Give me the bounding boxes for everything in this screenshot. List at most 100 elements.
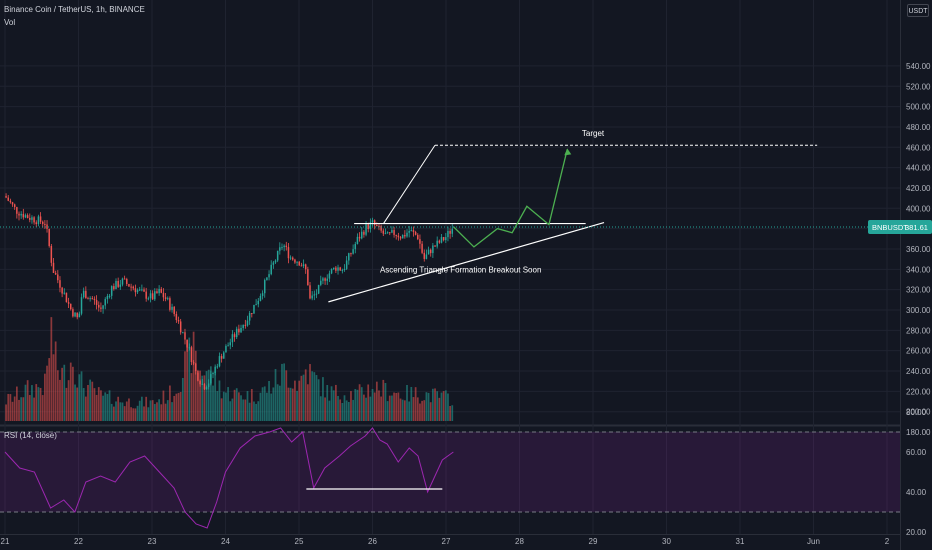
volume-bar	[283, 363, 286, 421]
candle-body	[345, 260, 348, 269]
candle-body	[13, 204, 16, 208]
candle-body	[171, 306, 173, 310]
candle-body	[276, 250, 279, 261]
candle-body	[395, 234, 397, 236]
volume-bar	[250, 389, 253, 421]
candle-body	[52, 262, 55, 273]
volume-bar	[401, 399, 404, 421]
time-tick-label: 21	[1, 537, 10, 546]
volume-bar	[414, 387, 417, 421]
candle-body	[296, 261, 298, 263]
volume-bar	[160, 404, 163, 421]
candle-body	[184, 332, 186, 340]
volume-bar	[69, 362, 72, 421]
volume-bar	[328, 400, 331, 421]
volume-bar	[147, 407, 150, 421]
candle-body	[20, 213, 22, 216]
volume-bar	[341, 403, 344, 421]
volume-bar	[309, 364, 311, 421]
candle-body	[141, 289, 143, 291]
candle-body	[246, 320, 249, 326]
candle-body	[289, 257, 292, 259]
volume-bar	[304, 369, 307, 421]
time-tick-label: 29	[589, 537, 598, 546]
candle-body	[242, 324, 244, 328]
price-tick-label: 240.00	[906, 367, 931, 376]
volume-bar	[212, 385, 214, 421]
candle-body	[22, 213, 25, 218]
volume-bar	[31, 385, 33, 421]
candle-body	[123, 278, 126, 280]
volume-bar	[429, 402, 432, 421]
volume-bar	[138, 400, 141, 421]
price-tick-label: 260.00	[906, 347, 931, 356]
volume-bar	[322, 377, 324, 421]
candle-body	[223, 352, 225, 359]
price-tick-label: 200.00	[906, 408, 931, 417]
volume-bar	[324, 397, 326, 421]
volume-bar	[149, 400, 152, 421]
volume-bar	[259, 392, 262, 421]
rsi-band	[0, 432, 900, 512]
candle-body	[177, 320, 180, 322]
volume-bar	[84, 396, 87, 421]
candle-body	[408, 230, 410, 233]
volume-bar	[76, 387, 79, 421]
candle-body	[367, 224, 369, 230]
candle-body	[156, 291, 158, 294]
volume-bar	[350, 391, 352, 421]
candle-body	[80, 297, 83, 314]
volume-bar	[298, 380, 301, 421]
volume-bar	[242, 399, 245, 421]
candle-body	[89, 298, 91, 300]
volume-indicator-label[interactable]: Vol	[4, 18, 16, 27]
volume-bar	[451, 405, 454, 421]
volume-bar	[339, 399, 342, 421]
candle-body	[11, 202, 14, 205]
candle-body	[227, 345, 229, 347]
volume-bar	[121, 402, 124, 421]
candle-body	[384, 233, 387, 235]
rsi-indicator-label[interactable]: RSI (14, close)	[4, 431, 57, 440]
volume-bar	[65, 387, 68, 421]
candle-body	[102, 305, 104, 309]
candle-body	[149, 293, 152, 299]
volume-bar	[141, 396, 143, 421]
volume-bar	[388, 395, 391, 421]
candle-body	[41, 221, 44, 224]
volume-bar	[315, 375, 318, 421]
candle-body	[294, 259, 296, 263]
volume-bar	[89, 379, 92, 421]
volume-bar	[35, 384, 38, 421]
candle-body	[404, 235, 406, 237]
volume-bar	[115, 401, 117, 421]
volume-bar	[179, 391, 182, 421]
volume-bar	[207, 369, 210, 421]
candle-body	[427, 249, 430, 255]
candle-body	[451, 228, 454, 234]
volume-bar	[128, 398, 130, 421]
quote-currency-button[interactable]: USDT	[907, 4, 929, 17]
candle-body	[432, 245, 434, 254]
candle-body	[16, 207, 18, 214]
candle-body	[9, 200, 12, 203]
volume-bar	[143, 406, 145, 421]
volume-bar	[399, 398, 402, 421]
candle-body	[445, 237, 447, 241]
candle-body	[255, 304, 257, 306]
volume-bar	[9, 394, 12, 421]
candle-body	[386, 232, 389, 234]
candle-body	[292, 257, 294, 260]
candle-body	[29, 218, 31, 220]
candle-body	[263, 280, 266, 294]
volume-bar	[78, 374, 81, 421]
volume-bar	[203, 375, 206, 421]
candle-body	[309, 285, 311, 299]
volume-bar	[386, 401, 389, 421]
volume-bar	[104, 392, 107, 421]
volume-bar	[319, 396, 322, 421]
candle-body	[421, 243, 423, 253]
volume-bar	[300, 375, 303, 421]
candle-body	[438, 240, 441, 243]
